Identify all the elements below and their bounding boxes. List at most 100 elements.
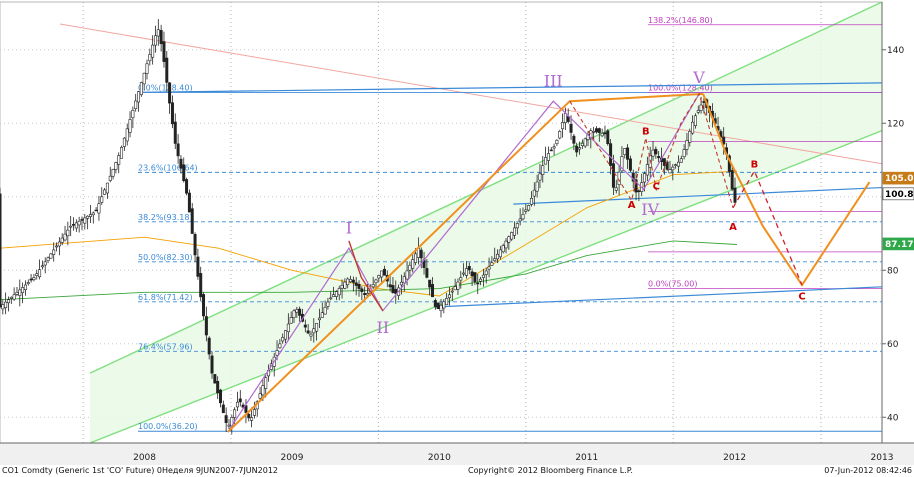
candle-body	[83, 217, 87, 224]
abc-label: C	[653, 181, 660, 192]
candle-body	[654, 148, 658, 155]
candle-body	[159, 30, 163, 45]
candle-body	[382, 268, 386, 276]
candle-body	[592, 131, 596, 133]
candle-body	[40, 265, 44, 268]
candle-body	[439, 304, 443, 312]
candle-body	[462, 272, 466, 275]
candle-body	[94, 209, 98, 212]
candle-body	[193, 234, 197, 256]
candle-body	[597, 128, 601, 133]
top-trendline	[137, 82, 883, 94]
candle-body	[289, 317, 293, 324]
abc-label: B	[751, 159, 759, 170]
candle-body	[329, 297, 333, 300]
candle-body	[631, 172, 635, 182]
candle-body	[125, 128, 129, 142]
candle-body	[555, 139, 559, 144]
candle-body	[97, 203, 101, 214]
candle-body	[651, 149, 655, 157]
candle-body	[682, 149, 686, 158]
candle-body	[23, 284, 27, 291]
candle-body	[117, 155, 121, 165]
candle-body	[394, 288, 398, 294]
candle-body	[414, 253, 418, 263]
candle-body	[377, 275, 381, 279]
candle-body	[405, 270, 409, 280]
candle-body	[173, 121, 177, 144]
candle-body	[261, 385, 265, 396]
candle-body	[156, 29, 160, 37]
candle-body	[467, 266, 471, 271]
candle-body	[544, 157, 548, 165]
candle-body	[103, 189, 107, 195]
candle-body	[334, 291, 338, 297]
candle-body	[139, 82, 143, 96]
candle-body	[1, 304, 5, 310]
footer-left: CO1 Comdty (Generic 1st 'CO' Future) 0Не…	[2, 466, 278, 475]
candle-body	[43, 261, 47, 266]
candle-body	[569, 123, 573, 133]
candle-body	[524, 209, 528, 212]
fibonacci-levels: 0.0%(128.40) 23.6%(106.64) 38.2%(93.18) 50.…	[137, 16, 883, 432]
candle-body	[190, 208, 194, 234]
candle-body	[281, 336, 285, 342]
candle-body	[176, 143, 180, 157]
fib-label: 0.0%(128.40)	[138, 83, 193, 92]
fib-label: 76.4%(57.96)	[138, 342, 193, 351]
candle-body	[521, 214, 525, 220]
candle-body	[436, 302, 440, 310]
x-tick-label: 2011	[575, 453, 598, 463]
candle-body	[100, 196, 104, 203]
candle-body	[354, 282, 358, 286]
candle-body	[518, 218, 522, 222]
candle-body	[580, 142, 584, 146]
candle-body	[594, 128, 598, 133]
candle-body	[515, 223, 519, 229]
candle-body	[142, 72, 146, 85]
candle-body	[365, 293, 369, 296]
candle-body	[349, 279, 353, 283]
candle-body	[484, 270, 488, 275]
candle-body	[696, 110, 700, 113]
candle-body	[264, 377, 268, 389]
y-tick-label: 120	[887, 119, 904, 129]
candle-body	[431, 284, 435, 298]
candle-body	[38, 269, 42, 278]
abc-label: A	[628, 200, 636, 211]
candle-body	[88, 214, 92, 217]
candle-body	[450, 290, 454, 293]
candle-body	[332, 294, 336, 297]
candle-body	[131, 109, 135, 119]
candle-body	[252, 409, 256, 416]
candle-body	[238, 398, 242, 403]
candle-body	[0, 193, 2, 308]
candle-body	[702, 101, 706, 103]
fib-label: 61.8%(71.42)	[138, 293, 193, 302]
candle-body	[224, 415, 228, 423]
candle-body	[445, 297, 449, 306]
candle-body	[665, 161, 669, 170]
candle-body	[69, 225, 73, 228]
candle-body	[258, 393, 262, 399]
wave-label: V	[692, 68, 705, 87]
candle-body	[496, 253, 500, 260]
candle-body	[583, 138, 587, 147]
candle-body	[419, 249, 423, 259]
candle-body	[187, 192, 191, 213]
candle-body	[464, 268, 468, 276]
candle-body	[346, 278, 350, 286]
correction-dashed	[569, 92, 734, 208]
moving-average-line	[0, 170, 738, 297]
y-tick-label: 140	[887, 46, 904, 56]
footer-center: Copyright© 2012 Bloomberg Finance L.P.	[468, 466, 633, 475]
candle-body	[391, 285, 395, 293]
candle-body	[510, 232, 514, 240]
x-tick-label: 2009	[281, 453, 304, 463]
candle-body	[558, 131, 562, 139]
abc-label: A	[729, 222, 737, 233]
candle-body	[199, 273, 203, 298]
candle-body	[425, 268, 429, 278]
